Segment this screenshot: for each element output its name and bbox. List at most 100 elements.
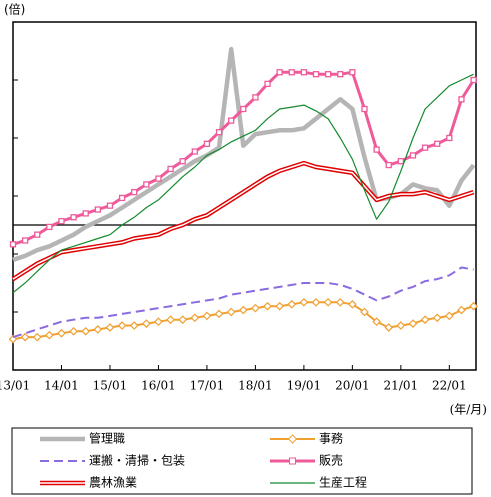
marker (275, 301, 284, 311)
marker (240, 105, 247, 113)
legend-label: 販売 (319, 453, 343, 468)
marker (141, 319, 151, 328)
legend-marker (289, 457, 296, 465)
marker (117, 321, 127, 330)
marker (129, 321, 139, 330)
x-tick-label: 16/01 (141, 379, 176, 393)
legend-marker (287, 434, 298, 444)
marker (311, 297, 321, 307)
marker (82, 210, 89, 217)
marker (469, 301, 478, 311)
marker (93, 325, 103, 334)
marker (202, 311, 212, 321)
marker (287, 299, 297, 309)
marker (58, 217, 65, 225)
marker (203, 140, 211, 147)
legend-label: 運搬・清掃・包装 (89, 453, 185, 468)
x-tick-label: 21/01 (384, 379, 419, 393)
marker (434, 140, 441, 147)
marker (288, 69, 295, 76)
legend-label: 農林漁業 (89, 476, 137, 490)
marker (32, 332, 42, 342)
marker (458, 96, 465, 103)
x-tick-label: 19/01 (287, 379, 322, 393)
marker (470, 76, 477, 84)
marker (263, 301, 272, 311)
marker (409, 152, 417, 159)
marker (299, 297, 309, 307)
marker (421, 144, 429, 151)
marker (155, 175, 162, 182)
marker (166, 315, 175, 325)
x-tick-label: 22/01 (432, 379, 467, 393)
legend-label: 事務 (319, 432, 343, 446)
marker (45, 330, 54, 340)
marker (408, 319, 418, 328)
marker (396, 321, 406, 330)
marker (57, 328, 66, 338)
marker (21, 237, 29, 244)
marker (323, 297, 333, 307)
marker (312, 71, 320, 78)
marker (251, 303, 260, 313)
marker (105, 323, 115, 332)
marker (215, 129, 223, 136)
marker (191, 148, 198, 155)
marker (226, 307, 236, 317)
marker (324, 71, 332, 78)
marker (214, 309, 224, 319)
marker (34, 231, 41, 238)
marker (81, 326, 91, 336)
marker (372, 317, 381, 327)
legend-box (11, 427, 473, 495)
marker (420, 315, 430, 325)
marker (373, 146, 380, 153)
marker (190, 313, 200, 323)
marker (228, 117, 235, 124)
marker (300, 69, 308, 76)
marker (20, 332, 30, 342)
marker (361, 105, 368, 113)
marker (178, 315, 188, 325)
marker (238, 305, 248, 315)
marker (397, 158, 405, 165)
marker (384, 323, 394, 332)
marker (446, 134, 453, 142)
marker (106, 202, 114, 209)
x-unit: (年/月) (450, 403, 487, 417)
x-tick-label: 13/01 (0, 379, 30, 393)
series-line (12, 73, 474, 294)
x-tick-label: 20/01 (335, 379, 370, 393)
marker (252, 94, 259, 101)
marker (360, 307, 369, 317)
marker (143, 181, 150, 188)
marker (69, 326, 78, 336)
marker (264, 80, 271, 88)
marker (94, 206, 101, 213)
x-tick-label: 17/01 (190, 379, 225, 393)
marker (179, 158, 186, 165)
marker (349, 69, 356, 76)
x-tick-label: 14/01 (44, 379, 79, 393)
x-tick-label: 15/01 (93, 379, 128, 393)
marker (337, 71, 344, 78)
marker (70, 214, 77, 221)
y-unit: (倍) (4, 2, 25, 17)
marker (118, 194, 126, 202)
marker (385, 161, 392, 169)
marker (444, 311, 454, 321)
marker (154, 317, 163, 327)
marker (335, 297, 345, 307)
x-tick-label: 18/01 (238, 379, 273, 393)
marker (348, 299, 357, 309)
marker (276, 69, 283, 76)
series-line-inner (12, 162, 474, 280)
legend-label: 生産工程 (319, 475, 367, 490)
marker (457, 305, 466, 315)
marker (432, 313, 442, 323)
marker (167, 165, 174, 173)
series-line (12, 266, 474, 339)
legend-label: 管理職 (89, 431, 125, 446)
marker (46, 223, 53, 231)
